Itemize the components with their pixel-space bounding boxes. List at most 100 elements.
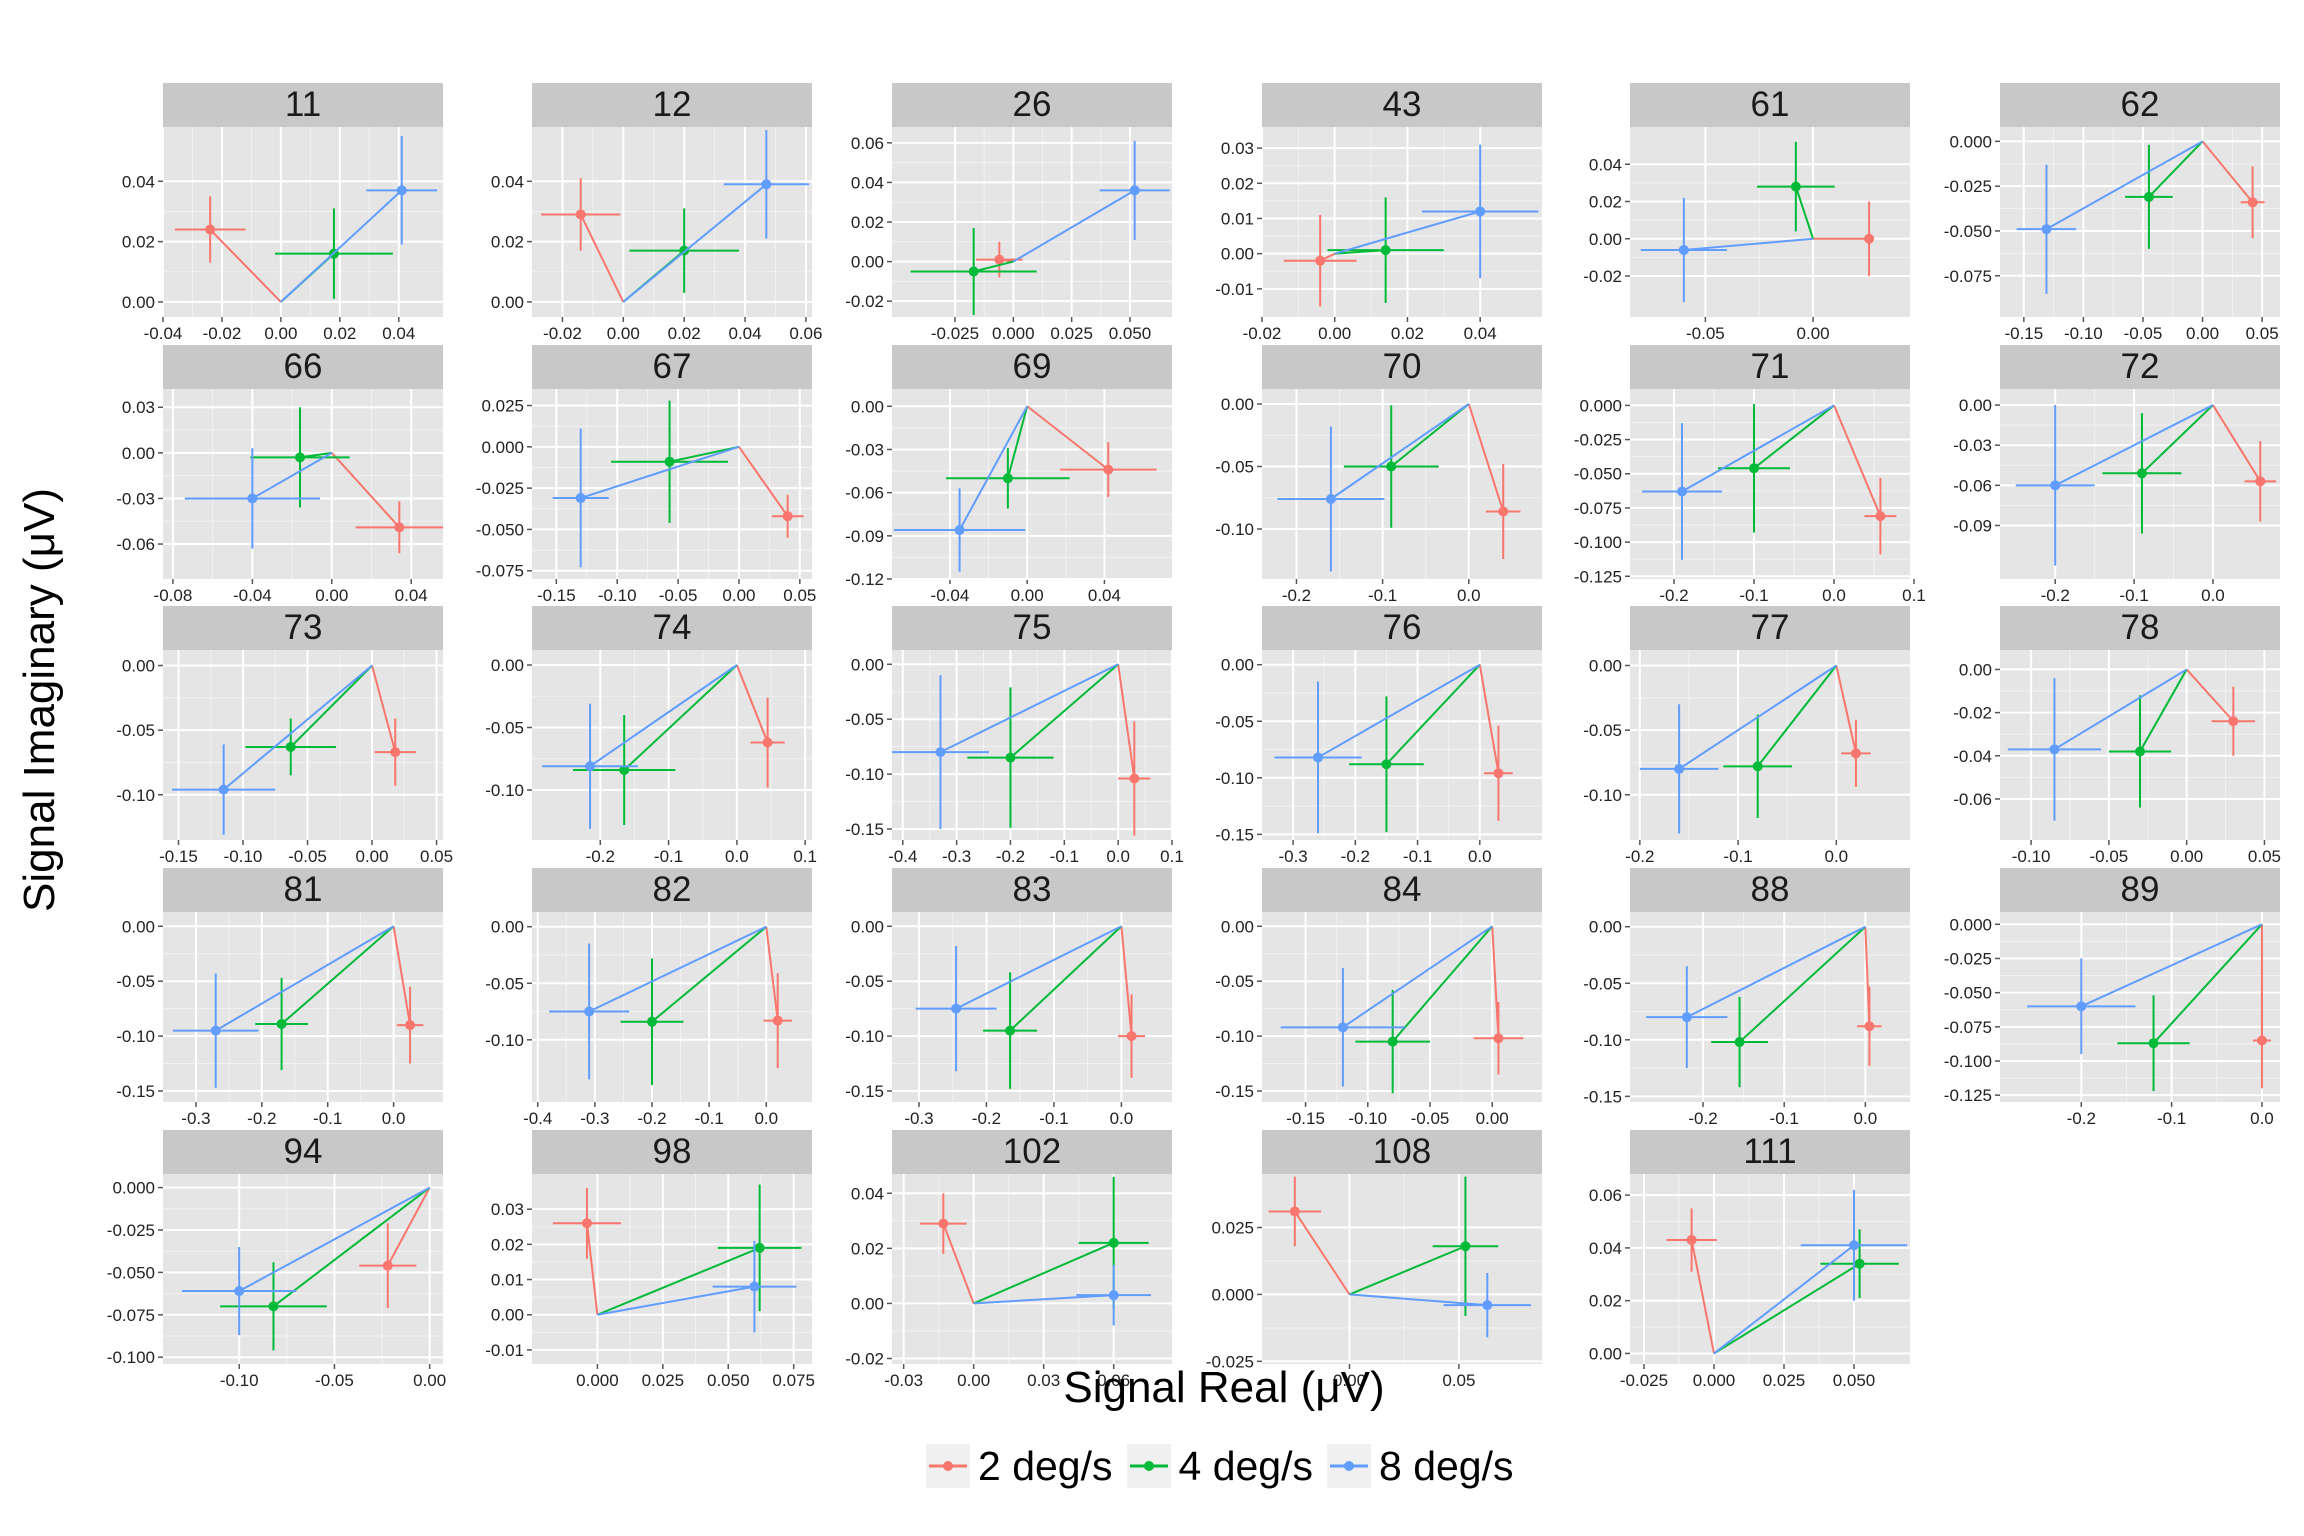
facet-strip-label: 67: [653, 347, 692, 386]
legend-key-8-deg-s: [1327, 1444, 1371, 1488]
vector-line-series-1: [1690, 1239, 1715, 1354]
data-point-series-3: [218, 784, 229, 795]
vector-line-series-1: [738, 446, 789, 517]
vector-line-series-1: [386, 1187, 431, 1267]
y-tick-label: -0.100: [107, 1348, 155, 1367]
data-point-series-2: [619, 765, 630, 775]
facet-strip: [2000, 345, 2280, 389]
legend-label-2-deg-s: 2 deg/s: [978, 1442, 1113, 1489]
data-point-series-2: [1460, 1241, 1471, 1252]
facet-strip-label: 84: [1383, 870, 1422, 909]
y-tick-label: 0.04: [851, 173, 884, 192]
facet-panel-75: 75 -0.4 -0.3 -0.2 -0.1 0.0 0.1 0.00 -0.05 -0.10 -0…: [845, 606, 1184, 866]
facet-panel-83: 83 -0.3 -0.2 -0.1 0.0 0.00 -0.05 -0.10 -0.15: [845, 868, 1172, 1128]
x-tick-label: 0.00: [607, 324, 640, 343]
data-point-series-1: [205, 224, 216, 235]
x-tick-label: -0.15: [1286, 1109, 1325, 1128]
vector-line-series-1: [392, 926, 412, 1026]
y-tick-label: 0.01: [1221, 209, 1254, 228]
x-tick-label: -0.2: [637, 1109, 666, 1128]
x-tick-label: 0.050: [1833, 1371, 1876, 1390]
y-tick-label: 0.02: [1221, 174, 1254, 193]
x-tick-label: 0.05: [783, 586, 816, 605]
x-tick-label: -0.2: [2067, 1109, 2096, 1128]
y-tick-label: 0.02: [1589, 1292, 1622, 1311]
x-tick-label: -0.2: [1282, 586, 1311, 605]
data-point-series-1: [762, 737, 773, 748]
data-point-series-2: [285, 741, 296, 752]
y-tick-label: -0.05: [1583, 721, 1622, 740]
facet-strip: [892, 345, 1172, 389]
x-tick-label: -0.02: [203, 324, 242, 343]
x-tick-label: -0.2: [1625, 847, 1654, 866]
y-tick-label: 0.00: [1589, 230, 1622, 249]
x-tick-label: -0.10: [1348, 1109, 1387, 1128]
facet-strip: [2000, 83, 2280, 127]
data-point-series-1: [1498, 506, 1509, 517]
x-tick-label: -0.3: [942, 847, 971, 866]
vector-line-series-3: [1686, 925, 1866, 1019]
data-point-series-1: [1103, 464, 1114, 475]
x-tick-label: -0.3: [904, 1109, 933, 1128]
vector-line-series-3: [2053, 668, 2188, 751]
y-tick-label: 0.00: [1221, 395, 1254, 414]
facet-strip: [1262, 1130, 1542, 1174]
x-tick-label: 0.0: [1824, 847, 1848, 866]
vector-line-series-2: [1794, 186, 1815, 240]
x-tick-label: -0.04: [931, 586, 970, 605]
data-point-series-1: [2247, 197, 2258, 208]
panel-background: [1630, 650, 1910, 840]
y-tick-label: -0.15: [116, 1082, 155, 1101]
data-point-series-3: [954, 525, 965, 536]
vector-line-series-2: [597, 1246, 761, 1316]
x-tick-label: -0.10: [224, 847, 263, 866]
vector-line-series-2: [1385, 664, 1481, 765]
y-tick-label: -0.050: [1574, 465, 1622, 484]
panel-background: [1262, 127, 1542, 317]
x-tick-label: 0.1: [1902, 586, 1926, 605]
vector-line-series-3: [1330, 403, 1470, 500]
data-point-series-3: [1475, 206, 1486, 217]
panel-background: [163, 389, 443, 579]
x-tick-label: -0.1: [1039, 1109, 1068, 1128]
y-axis-title: Signal Imaginary (μV): [15, 488, 64, 912]
data-point-series-1: [581, 1218, 592, 1229]
x-tick-label: 0.000: [1693, 1371, 1736, 1390]
vector-line-series-3: [251, 451, 333, 500]
y-tick-label: 0.04: [491, 172, 524, 191]
legend-label-8-deg-s: 8 deg/s: [1379, 1442, 1514, 1489]
facet-strip: [532, 345, 812, 389]
data-point-series-2: [2136, 468, 2147, 479]
vector-line-series-3: [280, 189, 403, 303]
x-tick-label: 0.1: [1160, 847, 1184, 866]
data-point-series-3: [951, 1003, 962, 1014]
x-tick-label: -0.1: [313, 1109, 342, 1128]
legend-key-4-deg-s: [1126, 1444, 1171, 1488]
data-point-series-3: [1849, 1240, 1859, 1251]
y-tick-label: -0.04: [1953, 747, 1992, 766]
data-point-series-2: [1387, 1036, 1398, 1047]
x-tick-label: -0.1: [1403, 847, 1432, 866]
y-tick-label: 0.000: [1949, 915, 1992, 934]
facet-strip: [1262, 345, 1542, 389]
facet-strip-label: 111: [1743, 1132, 1796, 1171]
y-tick-label: 0.03: [122, 398, 155, 417]
vector-line-series-2: [1009, 925, 1123, 1032]
x-tick-label: 0.00: [1797, 324, 1830, 343]
panel-background: [892, 650, 1172, 840]
x-tick-label: 0.050: [1109, 324, 1152, 343]
panel-background: [1262, 389, 1542, 579]
facet-strip-label: 108: [1373, 1132, 1431, 1171]
vector-line-series-1: [209, 228, 282, 303]
data-point-series-2: [1002, 473, 1013, 484]
data-point-series-2: [1005, 752, 1016, 763]
facet-strip: [163, 868, 443, 912]
y-tick-label: 0.00: [1589, 918, 1622, 937]
data-point-series-2: [647, 1016, 657, 1027]
vector-line-series-2: [290, 664, 373, 748]
facet-panel-26: 26 -0.025 0.000 0.025 0.050 -0.02 0.00 0.02 0.04…: [845, 83, 1172, 343]
x-tick-label: 0.0: [754, 1109, 778, 1128]
y-tick-label: 0.00: [1959, 660, 1992, 679]
facet-strip-label: 70: [1383, 347, 1422, 386]
facet-panel-66: 66 -0.08 -0.04 0.00 0.04 0.03 0.00 -0.03 -0.06: [116, 345, 443, 605]
